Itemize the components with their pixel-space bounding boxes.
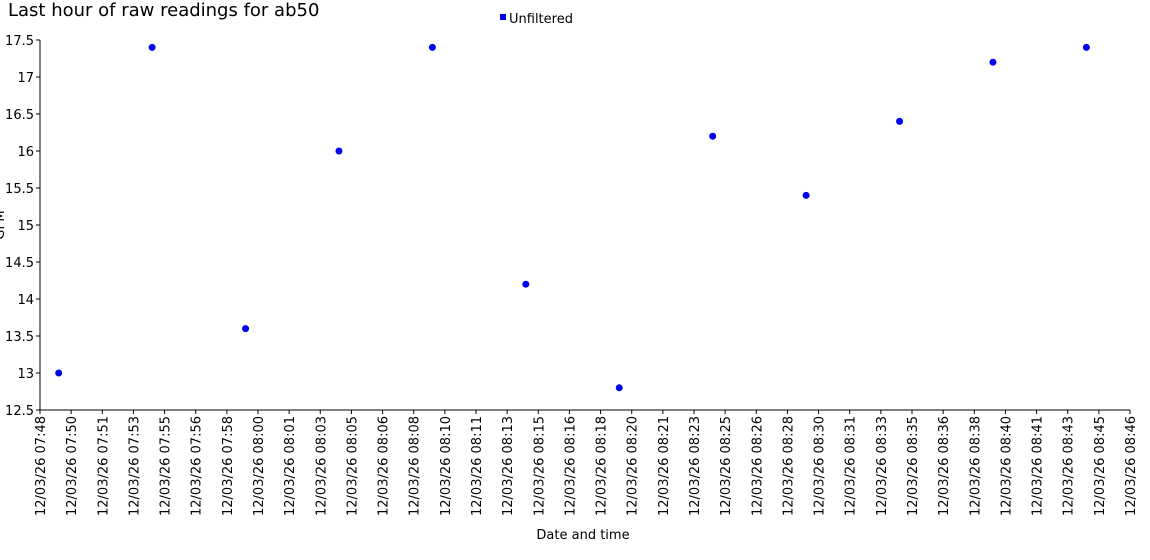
y-tick-label: 17.5 xyxy=(5,34,34,49)
y-tick-label: 15 xyxy=(17,219,34,234)
x-tick-label: 12/03/26 08:00 xyxy=(252,416,267,516)
x-tick-label: 12/03/26 08:20 xyxy=(626,416,641,516)
data-point xyxy=(989,58,997,66)
x-tick-label: 12/03/26 08:28 xyxy=(781,416,796,516)
x-tick-label: 12/03/26 08:25 xyxy=(719,416,734,516)
x-tick-label: 12/03/26 08:43 xyxy=(1062,416,1077,516)
x-tick-label: 12/03/26 07:58 xyxy=(221,416,236,516)
y-axis-label: GPM xyxy=(0,210,8,239)
x-tick-label: 12/03/26 07:56 xyxy=(190,416,205,516)
legend-label: Unfiltered xyxy=(509,12,573,27)
x-tick-label: 12/03/26 07:51 xyxy=(96,416,111,516)
x-tick-label: 12/03/26 08:03 xyxy=(314,416,329,516)
data-point xyxy=(896,117,904,125)
y-tick-label: 14 xyxy=(17,293,34,308)
x-tick-label: 12/03/26 08:05 xyxy=(345,416,360,516)
y-tick-label: 15.5 xyxy=(5,182,34,197)
data-point xyxy=(1082,43,1090,51)
x-tick-label: 12/03/26 08:10 xyxy=(439,416,454,516)
legend-swatch xyxy=(500,14,506,20)
x-tick-label: 12/03/26 08:15 xyxy=(532,416,547,516)
data-point xyxy=(148,43,156,51)
x-tick-label: 12/03/26 08:13 xyxy=(501,416,516,516)
y-tick-label: 13 xyxy=(17,367,34,382)
x-tick-label: 12/03/26 08:18 xyxy=(595,416,610,516)
y-tick-label: 14.5 xyxy=(5,256,34,271)
x-tick-label: 12/03/26 08:33 xyxy=(875,416,890,516)
x-tick-label: 12/03/26 08:45 xyxy=(1093,416,1108,516)
x-tick-label: 12/03/26 08:08 xyxy=(408,416,423,516)
x-tick-label: 12/03/26 08:31 xyxy=(844,416,859,516)
x-tick-label: 12/03/26 07:53 xyxy=(127,416,142,516)
x-tick-label: 12/03/26 08:46 xyxy=(1124,416,1139,516)
x-tick-label: 12/03/26 08:21 xyxy=(657,416,672,516)
x-tick-label: 12/03/26 07:50 xyxy=(65,416,80,516)
y-tick-label: 16.5 xyxy=(5,108,34,123)
y-tick-label: 17 xyxy=(17,71,34,86)
x-tick-label: 12/03/26 07:48 xyxy=(34,416,49,516)
x-tick-label: 12/03/26 07:55 xyxy=(159,416,174,516)
data-point xyxy=(709,132,717,140)
data-point xyxy=(55,369,63,377)
data-point xyxy=(428,43,436,51)
x-tick-label: 12/03/26 08:06 xyxy=(377,416,392,516)
x-tick-label: 12/03/26 08:36 xyxy=(937,416,952,516)
data-point xyxy=(802,191,810,199)
x-tick-label: 12/03/26 08:23 xyxy=(688,416,703,516)
data-point xyxy=(242,325,250,333)
data-point xyxy=(335,147,343,155)
x-tick-label: 12/03/26 08:16 xyxy=(563,416,578,516)
chart-title: Last hour of raw readings for ab50 xyxy=(8,0,319,21)
y-tick-label: 13.5 xyxy=(5,330,34,345)
x-tick-label: 12/03/26 08:26 xyxy=(750,416,765,516)
x-axis-label: Date and time xyxy=(536,528,629,543)
y-tick-label: 12.5 xyxy=(5,404,34,419)
x-tick-label: 12/03/26 08:38 xyxy=(968,416,983,516)
x-tick-label: 12/03/26 08:01 xyxy=(283,416,298,516)
data-point xyxy=(522,280,530,288)
x-tick-label: 12/03/26 08:11 xyxy=(470,416,485,516)
x-tick-label: 12/03/26 08:30 xyxy=(813,416,828,516)
y-tick-label: 16 xyxy=(17,145,34,160)
x-tick-label: 12/03/26 08:40 xyxy=(999,416,1014,516)
x-tick-label: 12/03/26 08:41 xyxy=(1031,416,1046,516)
x-tick-label: 12/03/26 08:35 xyxy=(906,416,921,516)
data-point xyxy=(615,384,623,392)
